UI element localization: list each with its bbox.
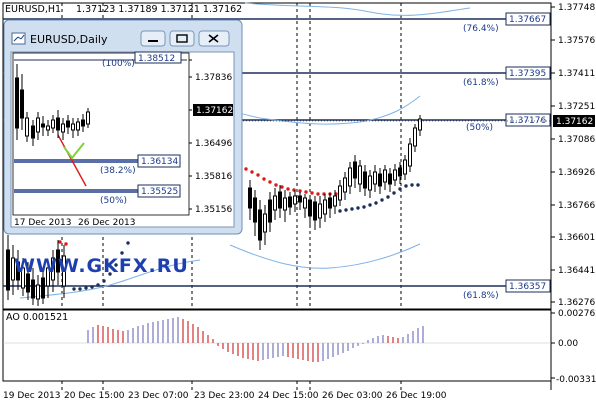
sar-dots-red [58,167,338,246]
price-tick: 1.37411 [558,69,595,79]
fib-level-50-pct: (50%) [466,123,493,133]
daily-time-tick: 26 Dec 2013 [78,218,136,228]
daily-green-marker [63,142,85,160]
time-tick: 23 Dec 23:00 [194,391,255,400]
ao-axis-tick: 0.002762 [558,309,596,319]
fib-level-764-pct: (76.4%) [463,24,499,34]
ao-indicator-panel[interactable]: AO 0.001521 [2,309,596,385]
chart-window-icon [11,32,26,45]
daily-price-tick: 1.35156 [195,205,232,215]
ao-axis-tick: 0.00 [558,339,578,349]
fib-level-618b-price: 1.36357 [509,282,546,292]
minimize-button[interactable] [140,30,166,47]
price-tick: 1.37086 [558,135,595,145]
time-tick: 24 Dec 15:00 [258,391,319,400]
fib-level-50-price: 1.37176 [509,116,546,126]
fib-level-618b-pct: (61.8%) [463,291,499,301]
daily-current-price-value: 1.37162 [196,106,233,116]
time-tick: 20 Dec 15:00 [64,391,125,400]
daily-red-trendline [57,134,87,187]
price-tick: 1.36276 [558,298,595,308]
price-tick: 1.37748 [558,3,595,13]
daily-current-price-label [193,104,233,116]
price-tick: 1.37576 [558,36,595,46]
time-tick: 19 Dec 2013 [3,391,61,400]
daily-fib-50-pct: (50%) [100,196,127,206]
fib-level-618-box [505,66,551,80]
watermark: WWW.GKFX.RU [14,255,189,277]
ao-axis-tick: -0.003319 [556,375,596,385]
daily-candlesticks [15,64,90,146]
time-axis: 19 Dec 2013 20 Dec 15:00 23 Dec 07:00 23… [3,391,447,400]
daily-chart-window[interactable]: EURUSD,Daily (100%) 1.38512 [3,19,243,235]
fib-level-764-price: 1.37667 [509,15,546,25]
fib-level-618-price: 1.37395 [509,69,546,79]
fib-level-618-pct: (61.8%) [463,78,499,88]
time-tick: 23 Dec 07:00 [128,391,189,400]
price-tick: 1.36766 [558,201,595,211]
daily-fib-50-price: 1.35525 [141,187,178,197]
time-tick: 26 Dec 03:00 [322,391,383,400]
daily-price-tick: 1.36496 [195,139,232,149]
fib-level-618b-box [505,279,551,293]
window-title-bar[interactable]: EURUSD,Daily [11,30,230,47]
ao-indicator-label: AO 0.001521 [6,312,68,323]
close-button[interactable] [198,30,230,47]
fib-level-50-box [505,113,551,127]
window-title: EURUSD,Daily [30,33,108,46]
price-axis: 1.37748 1.37576 1.37411 1.37251 1.37086 … [550,3,595,390]
main-chart-header: EURUSD,H1 [5,4,61,15]
daily-price-tick: 1.37836 [195,73,232,83]
current-price-value: 1.37162 [556,117,593,127]
candlesticks [6,115,422,306]
price-tick: 1.36926 [558,168,595,178]
daily-time-tick: 17 Dec 2013 [14,218,72,228]
close-icon [208,34,219,43]
daily-fib-382-price: 1.36134 [141,157,178,167]
daily-price-tick: 1.35816 [195,172,232,182]
current-price-label [553,115,595,127]
ao-histogram [87,317,424,362]
main-chart-ohlc: 1.37123 1.37189 1.37121 1.37162 [76,4,242,15]
price-tick: 1.37251 [558,102,595,112]
restore-button[interactable] [169,30,195,47]
fib-level-764-box [505,12,551,26]
daily-fib-100-price: 1.38512 [138,54,175,64]
price-tick: 1.36601 [558,233,595,243]
restore-icon [176,34,188,43]
sar-dots-navy [72,183,420,291]
time-tick: 26 Dec 19:00 [386,391,447,400]
daily-fib-100-pct: (100%) [102,59,135,69]
daily-fib-382-pct: (38.2%) [100,166,136,176]
price-tick: 1.36441 [558,266,595,276]
